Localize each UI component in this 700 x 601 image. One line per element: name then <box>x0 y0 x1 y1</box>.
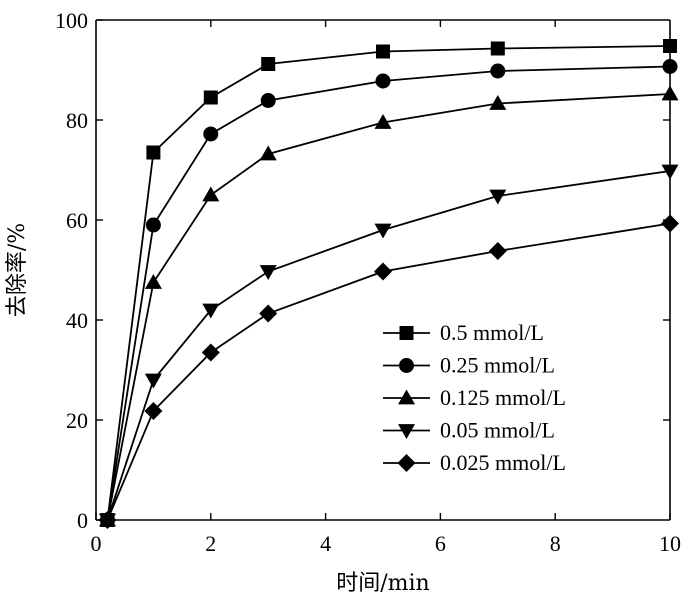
data-point-triangle-up <box>374 114 392 129</box>
legend-marker-triangle-up <box>398 389 415 405</box>
x-tick-label: 0 <box>91 531 102 556</box>
data-point-diamond <box>201 343 220 362</box>
data-point-triangle-down <box>259 265 277 280</box>
data-point-triangle-down <box>202 303 220 319</box>
series-layer <box>98 39 679 529</box>
legend-label: 0.025 mmol/L <box>440 450 566 475</box>
data-point-circle <box>375 73 391 89</box>
plot-area <box>95 19 671 521</box>
legend-label: 0.25 mmol/L <box>440 353 555 378</box>
data-point-circle <box>490 63 506 79</box>
data-point-diamond <box>98 511 117 529</box>
x-tick-label: 10 <box>659 531 681 556</box>
series-line <box>106 93 671 521</box>
legend-marker-circle <box>399 358 414 373</box>
y-tick-label: 40 <box>66 308 88 333</box>
series-line <box>106 65 671 521</box>
y-axis-title: 去除率/% <box>5 223 30 317</box>
legend-marker-triangle-down <box>398 424 415 439</box>
y-tick-label: 100 <box>55 8 88 33</box>
series-2 <box>98 85 679 527</box>
data-point-square <box>376 44 390 59</box>
data-point-triangle-down <box>144 373 162 389</box>
legend-label: 0.125 mmol/L <box>440 385 566 410</box>
data-point-diamond <box>374 262 392 281</box>
data-point-triangle-up <box>144 274 162 289</box>
data-point-square <box>490 41 505 56</box>
data-point-circle <box>145 217 161 233</box>
x-axis-title: 时间/min <box>336 571 429 596</box>
data-point-diamond <box>488 242 507 260</box>
x-tick-label: 8 <box>550 531 561 556</box>
data-point-triangle-up <box>661 85 679 101</box>
data-point-circle <box>260 93 276 108</box>
data-point-diamond <box>144 402 163 420</box>
data-point-circle <box>203 126 219 142</box>
x-tick-label: 6 <box>435 531 446 556</box>
legend-item: 0.025 mmol/L <box>383 450 566 475</box>
series-0 <box>100 39 677 527</box>
data-point-triangle-down <box>374 223 392 239</box>
legend-item: 0.25 mmol/L <box>383 353 555 378</box>
legend-item: 0.05 mmol/L <box>383 418 555 443</box>
legend-marker-diamond <box>397 454 416 472</box>
x-tick-label: 4 <box>320 531 331 556</box>
data-point-square <box>261 57 276 71</box>
data-point-square <box>146 145 161 160</box>
y-tick-label: 0 <box>77 508 88 533</box>
legend-label: 0.5 mmol/L <box>440 320 544 345</box>
legend-item: 0.125 mmol/L <box>383 385 566 410</box>
legend-item: 0.5 mmol/L <box>383 320 544 345</box>
data-point-triangle-up <box>259 145 277 161</box>
y-tick-label: 60 <box>66 208 88 233</box>
legend-marker-square <box>399 326 414 340</box>
legend-label: 0.05 mmol/L <box>440 418 555 443</box>
x-tick-label: 2 <box>205 531 216 556</box>
data-point-triangle-up <box>202 186 220 202</box>
y-tick-label: 80 <box>66 108 88 133</box>
series-1 <box>99 59 678 528</box>
series-4 <box>98 214 679 529</box>
legend: 0.5 mmol/L 0.25 mmol/L 0.125 mmol/L 0.05 mm… <box>383 320 566 475</box>
data-point-triangle-down <box>489 189 507 205</box>
data-point-circle <box>662 59 678 74</box>
series-line <box>106 222 671 521</box>
series-line <box>106 45 671 521</box>
data-point-square <box>203 90 218 105</box>
y-tick-label: 20 <box>66 408 88 433</box>
series-3 <box>98 164 679 529</box>
data-point-triangle-up <box>489 95 507 110</box>
data-point-diamond <box>259 304 278 323</box>
data-point-triangle-down <box>661 164 679 180</box>
data-point-square <box>663 39 677 53</box>
data-point-diamond <box>661 214 679 233</box>
